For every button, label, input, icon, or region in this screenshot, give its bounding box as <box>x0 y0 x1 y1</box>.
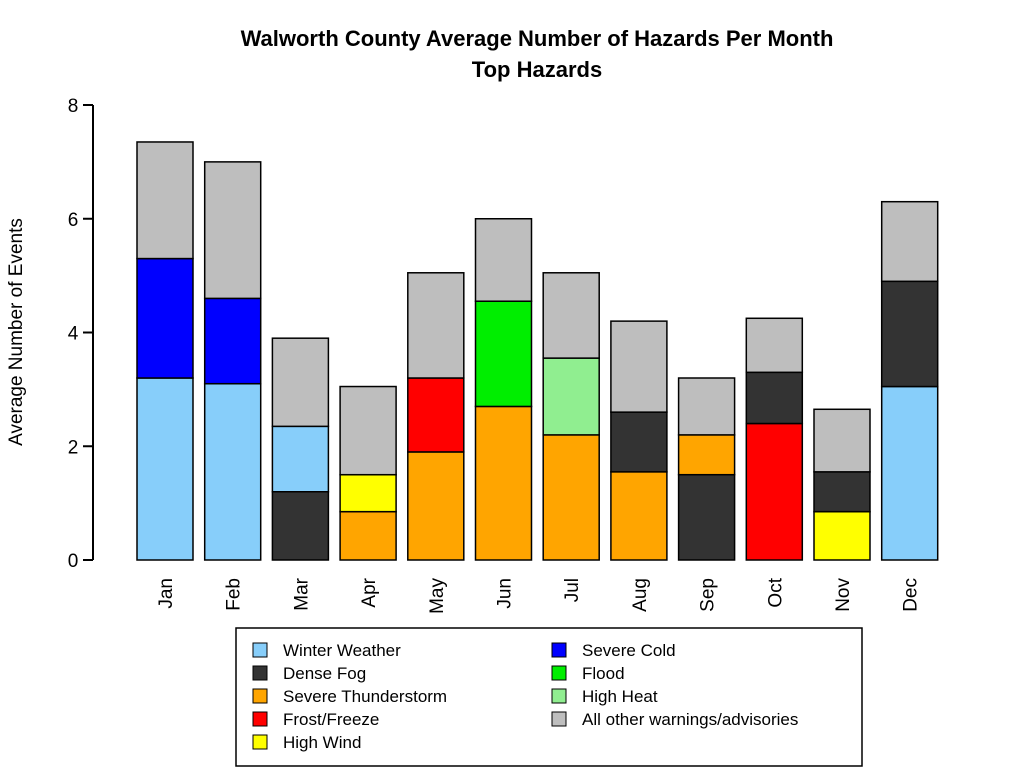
legend-label: Severe Cold <box>582 641 676 660</box>
bar-segment-winter-weather <box>203 382 262 561</box>
bar-segment-severe-thunderstorm <box>407 451 465 561</box>
legend-swatch <box>551 711 567 727</box>
legend-swatch <box>551 665 567 681</box>
bar-segment-flood <box>474 300 533 408</box>
y-axis-label: Average Number of Events <box>6 218 27 446</box>
bar-segment-severe-thunderstorm <box>542 434 600 561</box>
x-tick-label: Mar <box>291 577 312 610</box>
x-tick-label: Nov <box>833 578 854 612</box>
bar-segment-high-wind <box>339 473 397 513</box>
bar-segment-frost-freeze <box>745 422 804 561</box>
bar-stack-apr <box>339 385 397 561</box>
bar-segment-frost-freeze <box>407 377 465 453</box>
bar-stack-aug <box>610 320 668 561</box>
bar-stack-may <box>407 272 465 561</box>
legend-label: All other warnings/advisories <box>582 710 798 729</box>
y-tick-label: 2 <box>68 437 79 458</box>
chart-subtitle: Top Hazards <box>472 57 602 82</box>
legend-label: Dense Fog <box>283 664 366 683</box>
bar-segment-dense-fog <box>880 280 939 388</box>
x-tick-label: Jan <box>156 578 177 609</box>
bar-segment-winter-weather <box>880 385 939 561</box>
bar-segment-all-other-warnings-advisories <box>203 161 262 300</box>
legend: Winter Weather Dense Fog Severe Thundersto… <box>235 627 863 767</box>
bar-segment-severe-thunderstorm <box>474 405 533 561</box>
bar-stack-jan <box>136 141 194 561</box>
x-tick-label: Sep <box>698 578 719 612</box>
x-tick-label: Jul <box>562 578 583 602</box>
bar-segment-all-other-warnings-advisories <box>136 141 194 260</box>
legend-label: High Wind <box>283 733 361 752</box>
bar-segment-severe-thunderstorm <box>610 471 668 561</box>
bar-segment-severe-thunderstorm <box>339 510 397 561</box>
legend-swatch <box>252 711 268 727</box>
bar-segment-dense-fog <box>610 411 668 473</box>
bar-segment-dense-fog <box>677 473 736 561</box>
bar-segment-all-other-warnings-advisories <box>542 272 600 359</box>
legend-label: Frost/Freeze <box>283 710 379 729</box>
legend-swatch <box>252 734 268 750</box>
y-tick-label: 8 <box>68 96 79 117</box>
bar-stack-jul <box>542 272 600 561</box>
x-tick-label: Aug <box>630 578 651 612</box>
x-tick-label: Oct <box>765 577 786 607</box>
x-tick-label: Feb <box>224 578 245 611</box>
x-tick-label: Dec <box>901 578 922 612</box>
bar-segment-dense-fog <box>813 471 871 513</box>
bar-segment-all-other-warnings-advisories <box>474 218 533 302</box>
bar-segment-severe-thunderstorm <box>677 434 736 476</box>
bar-segment-severe-cold <box>136 257 194 379</box>
bar-stack-mar <box>271 337 330 561</box>
y-tick-label: 0 <box>68 551 79 572</box>
legend-label: Winter Weather <box>283 641 401 660</box>
bar-segment-high-wind <box>813 510 871 561</box>
bar-stack-nov <box>813 408 871 561</box>
y-tick-label: 6 <box>68 210 79 231</box>
bar-stack-oct <box>745 317 804 561</box>
y-tick-label: 4 <box>68 324 79 345</box>
legend-label: High Heat <box>582 687 658 706</box>
legend-swatch <box>551 688 567 704</box>
bar-segment-all-other-warnings-advisories <box>677 377 736 436</box>
legend-box <box>235 627 863 767</box>
bar-segment-all-other-warnings-advisories <box>407 272 465 379</box>
x-tick-label: Jun <box>495 578 516 609</box>
bar-segment-winter-weather <box>271 425 330 493</box>
bar-segment-winter-weather <box>136 377 194 561</box>
bar-segment-all-other-warnings-advisories <box>745 317 804 374</box>
legend-swatch <box>551 642 567 658</box>
x-tick-label: Apr <box>359 577 380 607</box>
legend-swatch <box>252 642 268 658</box>
bar-stack-dec <box>880 200 939 561</box>
bar-stack-jun <box>474 218 533 561</box>
bar-segment-all-other-warnings-advisories <box>339 385 397 476</box>
bar-segment-all-other-warnings-advisories <box>271 337 330 428</box>
bar-segment-dense-fog <box>271 491 330 561</box>
bar-segment-dense-fog <box>745 371 804 425</box>
legend-label: Flood <box>582 664 625 683</box>
bar-stack-sep <box>677 377 736 561</box>
bar-segment-severe-cold <box>203 297 262 385</box>
bar-segment-high-heat <box>542 357 600 436</box>
legend-swatch <box>252 665 268 681</box>
bar-segment-all-other-warnings-advisories <box>813 408 871 473</box>
bar-segment-all-other-warnings-advisories <box>610 320 668 413</box>
legend-swatch <box>252 688 268 704</box>
chart-title: Walworth County Average Number of Hazard… <box>241 26 834 51</box>
legend-label: Severe Thunderstorm <box>283 687 447 706</box>
x-tick-label: May <box>427 578 448 614</box>
bar-stack-feb <box>203 161 262 561</box>
bar-segment-all-other-warnings-advisories <box>880 200 939 283</box>
